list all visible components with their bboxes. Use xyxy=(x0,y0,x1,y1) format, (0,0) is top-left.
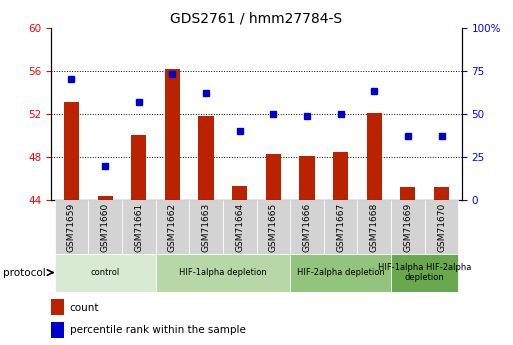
Bar xyxy=(97,196,113,200)
Text: GSM71663: GSM71663 xyxy=(202,203,210,252)
Bar xyxy=(55,200,88,254)
Bar xyxy=(290,200,324,254)
Text: HIF-1alpha depletion: HIF-1alpha depletion xyxy=(179,268,267,277)
Text: GSM71670: GSM71670 xyxy=(437,203,446,252)
Bar xyxy=(232,186,247,200)
Text: GSM71662: GSM71662 xyxy=(168,203,177,252)
Bar xyxy=(391,254,458,292)
Bar xyxy=(122,200,155,254)
Bar xyxy=(333,151,348,200)
Bar xyxy=(300,156,314,200)
Bar xyxy=(425,200,458,254)
Title: GDS2761 / hmm27784-S: GDS2761 / hmm27784-S xyxy=(170,11,343,25)
Bar xyxy=(55,254,155,292)
Bar xyxy=(391,200,425,254)
Text: GSM71660: GSM71660 xyxy=(101,203,110,252)
Bar xyxy=(155,200,189,254)
Text: HIF-2alpha depletion: HIF-2alpha depletion xyxy=(297,268,384,277)
Bar xyxy=(51,322,64,337)
Text: GSM71664: GSM71664 xyxy=(235,203,244,252)
Text: GSM71667: GSM71667 xyxy=(336,203,345,252)
Bar xyxy=(51,299,64,315)
Bar xyxy=(131,135,146,200)
Bar xyxy=(223,200,256,254)
Text: percentile rank within the sample: percentile rank within the sample xyxy=(70,325,246,335)
Bar xyxy=(367,113,382,200)
Bar xyxy=(64,102,79,200)
Bar xyxy=(400,187,416,200)
Text: GSM71659: GSM71659 xyxy=(67,203,76,252)
Bar xyxy=(290,254,391,292)
Bar xyxy=(358,200,391,254)
Text: GSM71669: GSM71669 xyxy=(403,203,412,252)
Text: control: control xyxy=(90,268,120,277)
Bar xyxy=(434,187,449,200)
Bar xyxy=(266,154,281,200)
Text: GSM71666: GSM71666 xyxy=(303,203,311,252)
Bar xyxy=(88,200,122,254)
Bar xyxy=(256,200,290,254)
Text: HIF-1alpha HIF-2alpha
depletion: HIF-1alpha HIF-2alpha depletion xyxy=(378,263,471,282)
Text: GSM71665: GSM71665 xyxy=(269,203,278,252)
Text: count: count xyxy=(70,303,100,313)
Text: protocol: protocol xyxy=(3,268,45,277)
Bar xyxy=(165,69,180,200)
Text: GSM71661: GSM71661 xyxy=(134,203,143,252)
Bar xyxy=(189,200,223,254)
Bar xyxy=(199,116,213,200)
Text: GSM71668: GSM71668 xyxy=(370,203,379,252)
Bar xyxy=(155,254,290,292)
Bar xyxy=(324,200,358,254)
